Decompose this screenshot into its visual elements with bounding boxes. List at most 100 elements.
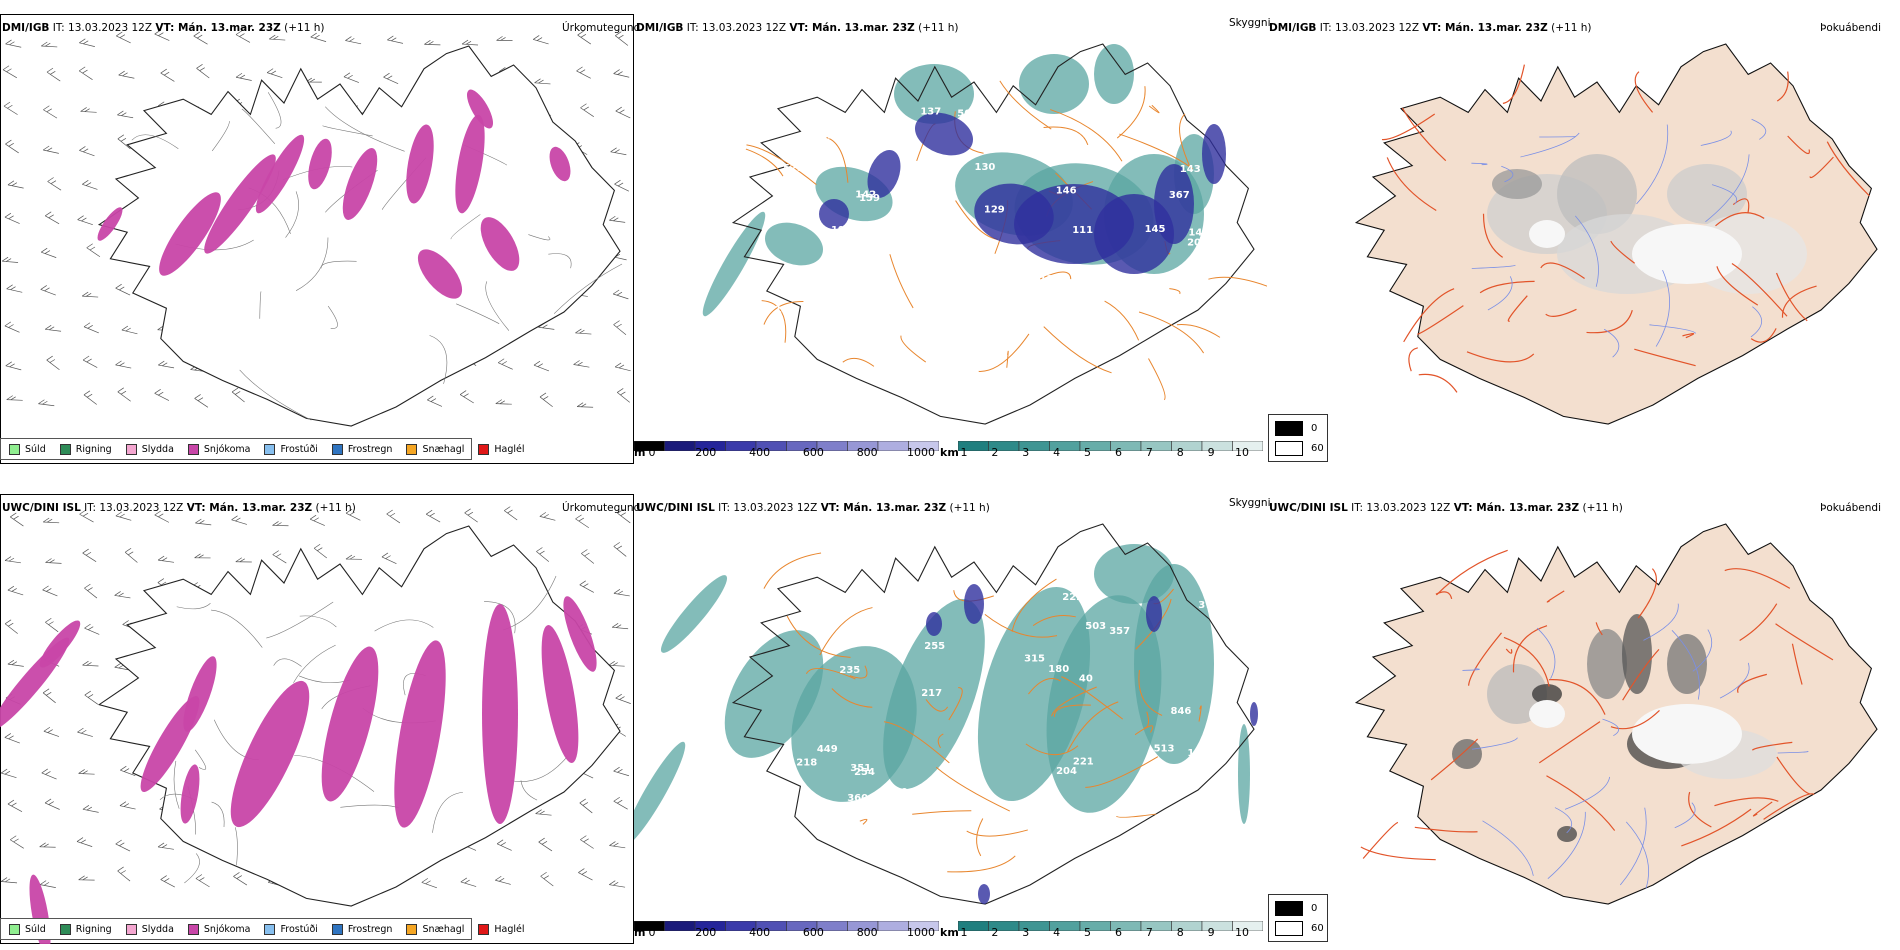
cloud-base-label: 367: [1169, 190, 1190, 201]
road-line: [1143, 711, 1150, 729]
cloud-base-label: 222: [1062, 592, 1083, 603]
iceland-coastline: [731, 43, 1255, 425]
wind-barb: [1, 256, 19, 263]
road-line: [1610, 240, 1635, 264]
river-line: [1554, 807, 1573, 834]
road-line: [131, 134, 179, 150]
road-line: [1043, 326, 1112, 374]
wind-barb: [614, 362, 631, 372]
colorbar-tick-label: 800: [856, 926, 878, 939]
legend-swatch: [264, 443, 276, 455]
road-line: [234, 827, 238, 866]
road-line: [1750, 328, 1777, 343]
cloud-base-label: 119: [899, 229, 920, 240]
road-line: [1688, 791, 1712, 828]
wind-barb: [5, 139, 19, 154]
cloud-base-label: 180: [1048, 664, 1069, 675]
legend-item: Haglél: [478, 923, 525, 935]
road-line: [1715, 212, 1765, 227]
river-line: [1603, 328, 1620, 358]
cloud-base-label: 133: [1040, 274, 1061, 285]
road-line: [320, 260, 357, 269]
legend-item: Súld: [9, 443, 46, 455]
road-line: [1466, 351, 1535, 363]
road-line: [259, 291, 262, 319]
cloud-base-label: 376: [1198, 600, 1219, 611]
wind-barb: [575, 514, 590, 529]
road-line: [1418, 373, 1458, 393]
legend-swatch: [331, 443, 343, 455]
wind-barb: [118, 70, 135, 79]
valid-time: VT: Mán. 13.mar. 23Z: [789, 22, 915, 34]
road-line: [859, 818, 868, 825]
init-time: IT: 13.03.2023 12Z: [1351, 502, 1451, 514]
glacier: [1529, 700, 1565, 728]
wind-barb: [7, 659, 24, 667]
lead-time: (+11 h): [315, 502, 356, 514]
snow-band: [97, 207, 123, 241]
precip-legend: Súld Rigning Slydda Snjókoma Frostúði Frostre…: [0, 438, 525, 460]
colorbar-tick-label: 2: [991, 446, 999, 459]
colorbar-tick-label: 5: [1084, 926, 1092, 939]
road-line: [925, 699, 949, 712]
road-line: [826, 136, 849, 183]
legend-swatch: [125, 443, 137, 455]
cloud-base-label: 357: [1109, 626, 1130, 637]
road-line: [267, 92, 282, 129]
road-line: [285, 191, 299, 238]
road-line: [948, 687, 963, 721]
road-line: [510, 756, 568, 782]
road-line: [1148, 104, 1160, 114]
road-line: [553, 263, 623, 314]
fog-panel: [1267, 14, 1900, 464]
road-line: [299, 615, 337, 628]
snow-band: [455, 114, 485, 214]
snow-band: [541, 625, 579, 763]
colorbar-tick-label: 3: [1022, 446, 1030, 459]
fog-area: [1667, 634, 1707, 694]
wind-barb: [504, 506, 518, 521]
wind-barb: [573, 360, 590, 368]
road-line: [1507, 295, 1528, 322]
glacier: [1632, 224, 1742, 284]
wind-barb: [576, 402, 594, 408]
legend-item: Frostúði: [264, 443, 318, 455]
road-line: [842, 357, 875, 367]
road-line: [1176, 324, 1221, 338]
legend-swatch: [9, 923, 20, 935]
road-line: [1479, 280, 1535, 294]
cloud-base-label: 513: [1154, 744, 1175, 755]
road-line: [746, 144, 817, 185]
panel-type-label: Úrkomutegund: [562, 22, 641, 34]
colorbar-tick-label: 7: [1145, 446, 1153, 459]
river-line: [1751, 118, 1767, 140]
wind-barb: [119, 801, 136, 810]
wind-barb: [497, 358, 513, 370]
legend-swatch: [59, 923, 71, 935]
colorbar-tick-label: 400: [749, 446, 771, 459]
legend-item: Rigning: [59, 923, 112, 935]
lead-time: (+11 h): [1582, 502, 1623, 514]
colorbar-visibility: [957, 436, 1264, 452]
legend-item: Snjókoma: [187, 443, 250, 455]
wind-barb: [613, 589, 630, 597]
colorbar-unit-km: km: [940, 446, 959, 459]
wind-barb: [381, 552, 397, 565]
colorbar-tick-label: 400: [749, 926, 771, 939]
cloud-base-label: 148: [944, 255, 965, 266]
cloud-base-label: 190: [887, 787, 908, 798]
wind-barb: [39, 880, 56, 888]
colorbar-segment: [877, 920, 909, 932]
visibility-area: [1019, 54, 1089, 114]
colorbar-tick-label: 4: [1053, 446, 1061, 459]
colorbar-unit-km: km: [940, 926, 959, 939]
cloud-base-label: 111: [1072, 225, 1093, 236]
wind-barb: [496, 839, 512, 851]
wind-barb: [615, 31, 629, 46]
road-line: [1148, 358, 1166, 401]
wind-barb: [539, 512, 556, 521]
wind-barb: [121, 325, 138, 335]
wind-barb: [613, 796, 628, 810]
road-line: [239, 369, 312, 421]
road-line: [1006, 350, 1009, 368]
